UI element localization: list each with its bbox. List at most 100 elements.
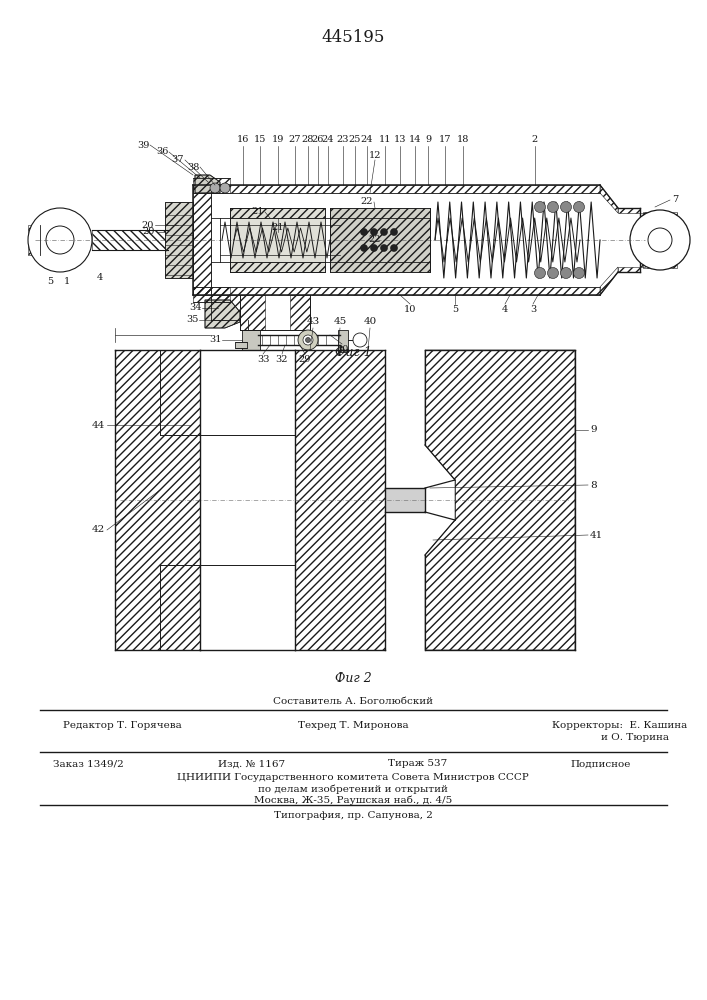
Text: 36: 36 [156, 147, 168, 156]
Text: 5: 5 [47, 277, 53, 286]
Text: 8: 8 [590, 481, 597, 489]
Bar [330, 208, 430, 272]
Circle shape [361, 244, 368, 251]
Circle shape [361, 229, 368, 235]
Circle shape [648, 228, 672, 252]
Text: 23: 23 [337, 135, 349, 144]
Circle shape [380, 244, 387, 251]
Text: 29: 29 [299, 356, 311, 364]
Text: 22: 22 [369, 235, 381, 244]
Text: 30: 30 [336, 346, 348, 355]
Text: по делам изобретений и открытий: по делам изобретений и открытий [258, 784, 448, 794]
Text: 33: 33 [257, 356, 269, 364]
Text: 32: 32 [276, 356, 288, 364]
Text: 20: 20 [143, 228, 155, 236]
Circle shape [534, 202, 546, 213]
Text: Фиг 1: Фиг 1 [334, 346, 371, 359]
Text: 43: 43 [306, 318, 320, 326]
Text: Типография, пр. Сапунова, 2: Типография, пр. Сапунова, 2 [274, 810, 433, 820]
Text: 5: 5 [452, 306, 458, 314]
Text: Тираж 537: Тираж 537 [388, 760, 448, 768]
Text: 12: 12 [369, 150, 381, 159]
Text: 7: 7 [672, 196, 678, 205]
Circle shape [353, 333, 367, 347]
Text: 3: 3 [530, 306, 536, 314]
Circle shape [380, 229, 387, 235]
Circle shape [220, 183, 230, 193]
Text: 4: 4 [502, 306, 508, 314]
Text: 22: 22 [361, 198, 373, 207]
Circle shape [390, 229, 397, 235]
Text: 31: 31 [209, 336, 221, 344]
Text: 44: 44 [92, 420, 105, 430]
Text: 42: 42 [92, 526, 105, 534]
Text: Изд. № 1167: Изд. № 1167 [218, 760, 285, 768]
Circle shape [305, 338, 310, 342]
Text: Фиг 2: Фиг 2 [334, 672, 371, 684]
Polygon shape [195, 175, 220, 193]
Text: Составитель А. Боголюбский: Составитель А. Боголюбский [273, 696, 433, 706]
Circle shape [573, 267, 585, 278]
Circle shape [370, 244, 378, 251]
Bar [338, 330, 348, 352]
Circle shape [210, 183, 220, 193]
Text: 445195: 445195 [321, 28, 385, 45]
Text: 15: 15 [254, 135, 267, 144]
Text: 45: 45 [334, 318, 346, 326]
Text: 9: 9 [425, 135, 431, 144]
Circle shape [28, 208, 92, 272]
Text: 1: 1 [64, 277, 70, 286]
Text: 40: 40 [363, 318, 377, 326]
Text: 26: 26 [312, 135, 325, 144]
Bar [235, 342, 247, 348]
Circle shape [534, 267, 546, 278]
Bar [230, 208, 325, 272]
Text: 39: 39 [137, 140, 149, 149]
Text: 9: 9 [590, 426, 597, 434]
Text: 13: 13 [394, 135, 407, 144]
Circle shape [547, 267, 559, 278]
Text: 21: 21 [271, 224, 284, 232]
Text: Редактор Т. Горячева: Редактор Т. Горячева [63, 720, 182, 730]
Text: 21: 21 [252, 208, 264, 217]
Text: 38: 38 [187, 162, 199, 172]
Text: ЦНИИПИ Государственного комитета Совета Министров СССР: ЦНИИПИ Государственного комитета Совета … [177, 774, 529, 782]
Text: 28: 28 [302, 135, 314, 144]
Text: 11: 11 [379, 135, 391, 144]
Text: Корректоры:  Е. Кашина: Корректоры: Е. Кашина [552, 720, 688, 730]
Text: 4: 4 [97, 273, 103, 282]
Text: 24: 24 [361, 135, 373, 144]
Bar [385, 488, 425, 512]
Text: Техред Т. Миронова: Техред Т. Миронова [298, 720, 409, 730]
Circle shape [298, 330, 318, 350]
Text: 24: 24 [322, 135, 334, 144]
Polygon shape [205, 300, 240, 328]
Circle shape [561, 267, 571, 278]
Circle shape [303, 335, 313, 345]
Circle shape [573, 202, 585, 213]
Text: 16: 16 [237, 135, 249, 144]
Circle shape [630, 210, 690, 270]
Text: 20: 20 [142, 221, 154, 230]
Text: и О. Тюрина: и О. Тюрина [601, 734, 669, 742]
Text: 17: 17 [439, 135, 451, 144]
Bar [165, 202, 193, 278]
Circle shape [561, 202, 571, 213]
Text: 2: 2 [532, 135, 538, 144]
Circle shape [390, 244, 397, 251]
Text: 10: 10 [404, 306, 416, 314]
Text: 37: 37 [172, 155, 185, 164]
Circle shape [46, 226, 74, 254]
Text: 19: 19 [271, 135, 284, 144]
Text: 35: 35 [186, 316, 198, 324]
Text: Москва, Ж-35, Раушская наб., д. 4/5: Москва, Ж-35, Раушская наб., д. 4/5 [254, 795, 452, 805]
Text: 18: 18 [457, 135, 469, 144]
Circle shape [547, 202, 559, 213]
Circle shape [370, 229, 378, 235]
Text: 25: 25 [349, 135, 361, 144]
Text: 27: 27 [288, 135, 301, 144]
Text: 34: 34 [189, 304, 201, 312]
Text: 14: 14 [409, 135, 421, 144]
Bar [242, 330, 260, 350]
Text: 41: 41 [590, 530, 603, 540]
